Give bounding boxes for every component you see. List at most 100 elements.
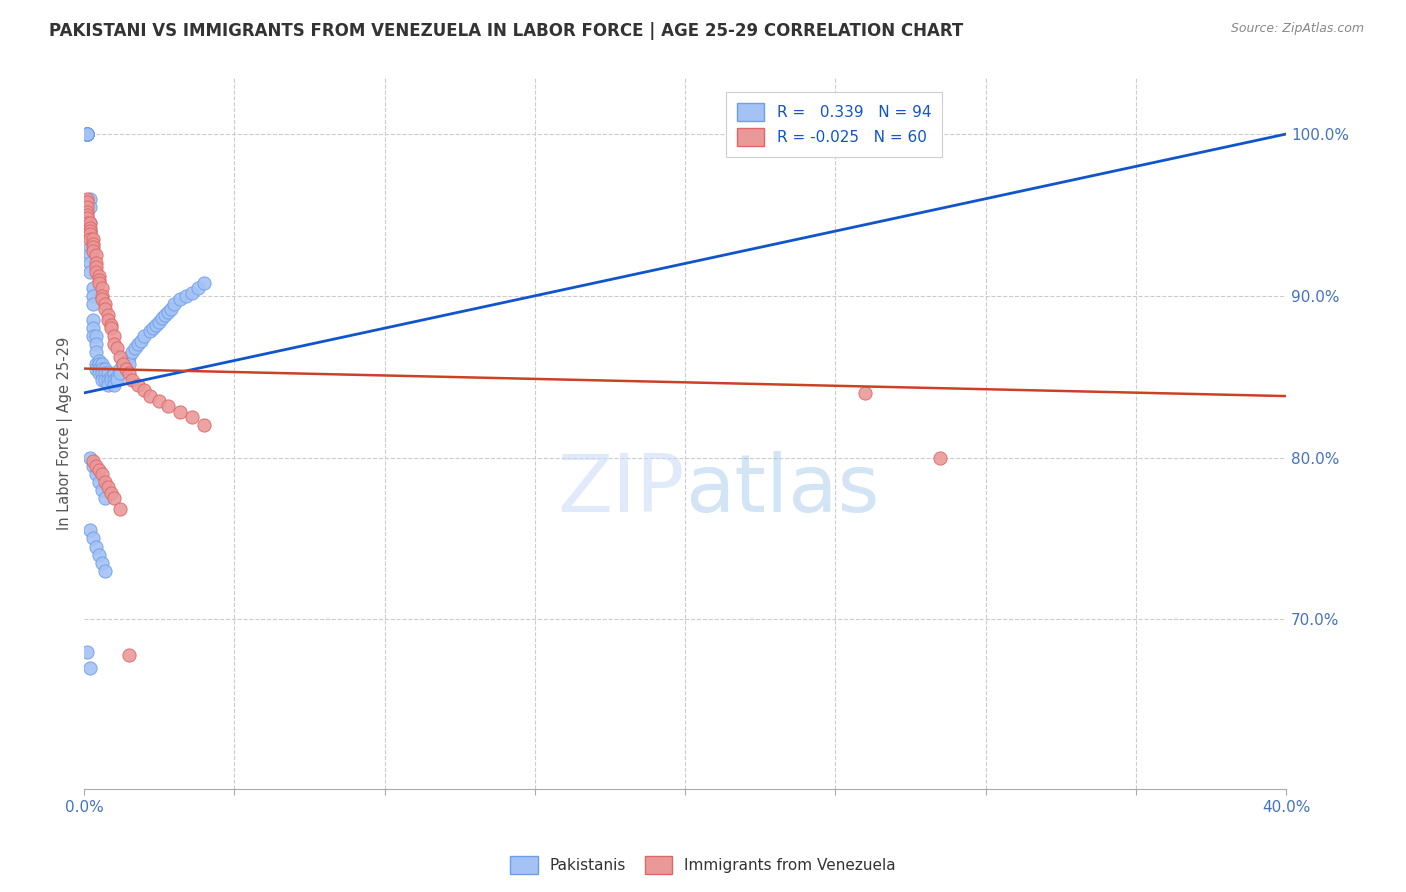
Point [91, 281, 114, 295]
Point [89, 367, 111, 381]
Point [76, 645, 98, 659]
Point [148, 393, 170, 408]
Point [97, 373, 120, 387]
Point [76, 127, 98, 141]
Point [142, 321, 165, 335]
Point [79, 524, 101, 538]
Point [84, 357, 107, 371]
Point [91, 373, 114, 387]
Point [84, 540, 107, 554]
Point [100, 318, 122, 332]
Point [929, 450, 952, 465]
Point [115, 353, 138, 368]
Point [89, 269, 111, 284]
Point [76, 127, 98, 141]
Point [110, 367, 132, 381]
Point [118, 367, 141, 381]
Point [79, 220, 101, 235]
Point [82, 289, 104, 303]
Point [91, 467, 114, 481]
Point [91, 361, 114, 376]
Point [79, 256, 101, 270]
Point [76, 208, 98, 222]
Point [76, 127, 98, 141]
Point [76, 204, 98, 219]
Point [82, 532, 104, 546]
Point [89, 463, 111, 477]
Point [76, 127, 98, 141]
Point [176, 289, 198, 303]
Point [97, 308, 120, 322]
Point [76, 211, 98, 226]
Point [89, 272, 111, 286]
Point [91, 289, 114, 303]
Point [76, 200, 98, 214]
Point [100, 321, 122, 335]
Point [118, 648, 141, 662]
Point [84, 458, 107, 473]
Point [100, 486, 122, 500]
Point [79, 232, 101, 246]
Point [76, 127, 98, 141]
Point [89, 475, 111, 489]
Point [79, 450, 101, 465]
Point [76, 127, 98, 141]
Point [76, 127, 98, 141]
Point [103, 337, 125, 351]
Point [82, 329, 104, 343]
Point [100, 369, 122, 384]
Point [155, 308, 177, 322]
Point [84, 260, 107, 274]
Point [115, 361, 138, 376]
Point [79, 264, 101, 278]
Point [84, 345, 107, 359]
Point [97, 367, 120, 381]
Point [76, 127, 98, 141]
Point [84, 264, 107, 278]
Point [118, 351, 141, 365]
Point [91, 292, 114, 306]
Point [76, 192, 98, 206]
Point [127, 337, 149, 351]
Point [157, 305, 180, 319]
Point [82, 244, 104, 258]
Point [79, 240, 101, 254]
Point [94, 361, 117, 376]
Point [157, 399, 180, 413]
Point [89, 361, 111, 376]
Point [112, 357, 135, 371]
Point [89, 357, 111, 371]
Point [82, 240, 104, 254]
Point [118, 357, 141, 371]
Point [82, 237, 104, 252]
Point [76, 127, 98, 141]
Point [139, 325, 162, 339]
Point [187, 281, 209, 295]
Point [110, 502, 132, 516]
Point [152, 311, 174, 326]
Point [82, 454, 104, 468]
Point [84, 248, 107, 262]
Point [76, 194, 98, 209]
Point [91, 556, 114, 570]
Point [103, 491, 125, 505]
Point [84, 337, 107, 351]
Point [103, 367, 125, 381]
Point [76, 127, 98, 141]
Point [94, 491, 117, 505]
Point [94, 373, 117, 387]
Point [84, 467, 107, 481]
Point [112, 357, 135, 371]
Point [84, 256, 107, 270]
Point [100, 373, 122, 387]
Point [148, 315, 170, 329]
Point [139, 389, 162, 403]
Point [134, 329, 156, 343]
Point [94, 367, 117, 381]
Text: atlas: atlas [685, 451, 880, 529]
Point [79, 224, 101, 238]
Y-axis label: In Labor Force | Age 25-29: In Labor Force | Age 25-29 [58, 336, 73, 530]
Point [79, 224, 101, 238]
Point [105, 373, 128, 387]
Point [82, 458, 104, 473]
